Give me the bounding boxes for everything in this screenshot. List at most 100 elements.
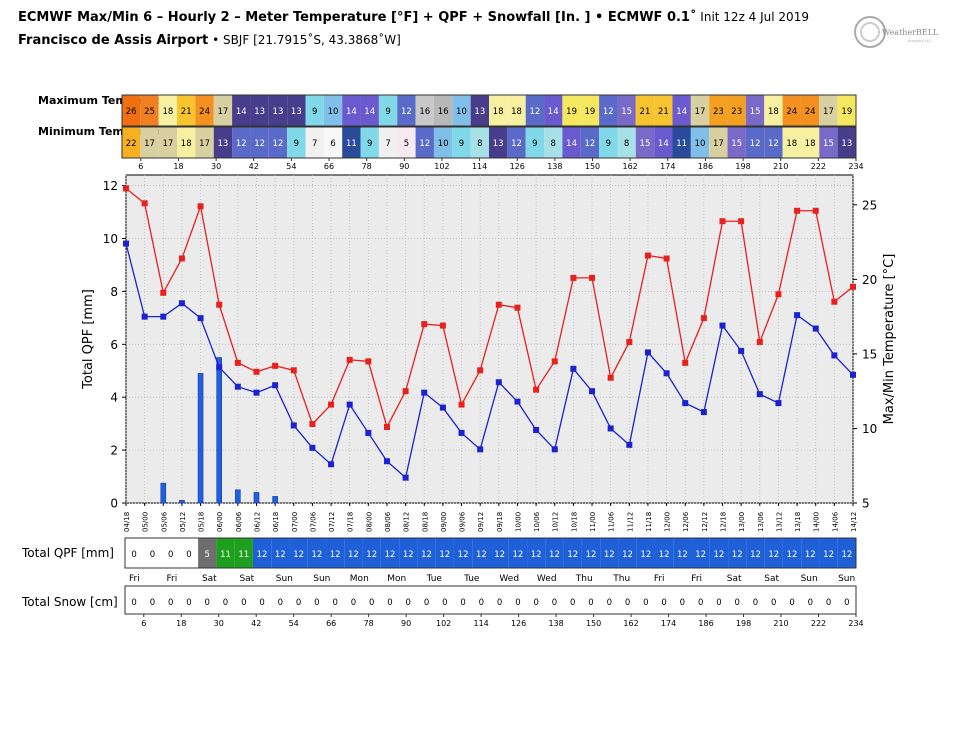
table-hour-label: 198 (735, 162, 750, 171)
min-temp-value: 22 (126, 139, 137, 149)
y2-tick-label: 25 (862, 198, 877, 212)
snow-hour-label: 54 (289, 619, 299, 628)
max-temp-cell (562, 95, 581, 126)
max-temp-value: 17 (823, 107, 834, 117)
x-tick-label: 05/06 (160, 511, 168, 532)
max-temp-point (328, 401, 335, 408)
max-temp-value: 14 (364, 107, 375, 117)
snow-value: 0 (570, 598, 575, 608)
qpf-value: 12 (787, 550, 798, 560)
min-temp-point (477, 446, 484, 453)
max-temp-cell (800, 95, 820, 126)
qpf-bar (160, 482, 167, 504)
day-label: Mon (350, 574, 369, 584)
qpf-value: 12 (622, 550, 633, 560)
day-label: Mon (387, 574, 406, 584)
max-temp-point (346, 356, 353, 363)
qpf-value: 12 (640, 550, 651, 560)
max-temp-point (644, 252, 651, 259)
table-hour-label: 186 (698, 162, 713, 171)
max-temp-cell (580, 95, 600, 126)
snow-value: 0 (406, 598, 411, 608)
snow-hour-label: 186 (698, 619, 713, 628)
qpf-value: 12 (531, 550, 542, 560)
min-temp-cell (599, 127, 618, 158)
x-tick-label: 09/00 (440, 512, 448, 532)
min-temp-point (551, 446, 558, 453)
x-tick-label: 05/12 (179, 512, 187, 532)
max-temp-value: 25 (144, 107, 155, 117)
max-temp-cell (507, 95, 526, 126)
qpf-value: 12 (366, 550, 377, 560)
max-temp-point (458, 401, 465, 408)
max-temp-point (850, 283, 856, 290)
min-temp-value: 10 (438, 139, 449, 149)
qpf-value: 12 (293, 550, 304, 560)
snow-value: 0 (186, 598, 191, 608)
qpf-cell (307, 538, 327, 568)
max-temp-cell (213, 95, 233, 126)
min-temp-point (589, 388, 596, 395)
day-label: Tue (463, 574, 480, 584)
x-tick-label: 07/18 (347, 512, 355, 532)
y-tick-label: 6 (110, 338, 118, 352)
min-temp-cell (654, 127, 673, 158)
x-tick-label: 13/18 (794, 512, 802, 532)
day-label: Sun (801, 574, 818, 584)
min-temp-cell (378, 127, 398, 158)
min-temp-cell (617, 127, 636, 158)
max-temp-value: 12 (529, 107, 540, 117)
max-temp-cell (745, 95, 765, 126)
min-temp-cell (580, 127, 600, 158)
max-temp-cell (177, 95, 196, 126)
snow-hour-label: 30 (214, 619, 224, 628)
snow-hour-label: 150 (586, 619, 601, 628)
snow-hour-label: 234 (848, 619, 863, 628)
qpf-cell (636, 538, 655, 568)
y-tick-label: 0 (110, 497, 118, 511)
qpf-cell (417, 538, 436, 568)
min-temp-point (794, 312, 801, 319)
snow-value: 0 (369, 598, 374, 608)
min-temp-value: 18 (805, 139, 816, 149)
min-temp-point (421, 389, 428, 396)
max-temp-point (477, 367, 484, 374)
snow-value: 0 (479, 598, 484, 608)
day-label: Fri (129, 574, 140, 584)
x-tick-label: 10/06 (533, 511, 541, 532)
logo-subtext: Analytics LLC (908, 39, 932, 43)
x-tick-label: 09/12 (477, 512, 485, 532)
qpf-value: 12 (659, 550, 670, 560)
total-snow-label: Total Snow [cm] (22, 595, 118, 609)
max-temp-point (365, 358, 372, 365)
chart-title: ECMWF Max/Min 6 – Hourly 2 – Meter Tempe… (18, 10, 809, 25)
snow-value: 0 (661, 598, 666, 608)
qpf-value: 12 (567, 550, 578, 560)
min-temp-cell (452, 127, 471, 158)
min-temp-value: 12 (254, 139, 265, 149)
x-tick-label: 13/00 (738, 512, 746, 532)
qpf-value: 12 (714, 550, 725, 560)
x-tick-label: 07/12 (328, 512, 336, 532)
x-tick-label: 12/06 (682, 511, 690, 532)
min-temp-cell (562, 127, 581, 158)
snow-value: 0 (424, 598, 429, 608)
qpf-value: 0 (168, 550, 173, 560)
y-tick-label: 12 (103, 179, 118, 193)
min-temp-cell (544, 127, 563, 158)
max-temp-value: 15 (750, 107, 761, 117)
snow-value: 0 (607, 598, 612, 608)
qpf-cell (198, 538, 217, 568)
max-temp-value: 13 (254, 107, 265, 117)
qpf-value: 12 (311, 550, 322, 560)
max-temp-value: 23 (731, 107, 742, 117)
chart-subtitle: Francisco de Assis Airport • SBJF [21.79… (18, 33, 401, 48)
qpf-cell (472, 538, 491, 568)
max-temp-cell (360, 95, 379, 126)
snow-value: 0 (205, 598, 210, 608)
y-axis-label: Total QPF [mm] (81, 289, 96, 390)
max-temp-value: 19 (841, 107, 852, 117)
snow-value: 0 (533, 598, 538, 608)
max-temp-value: 12 (603, 107, 614, 117)
min-temp-cell (727, 127, 746, 158)
